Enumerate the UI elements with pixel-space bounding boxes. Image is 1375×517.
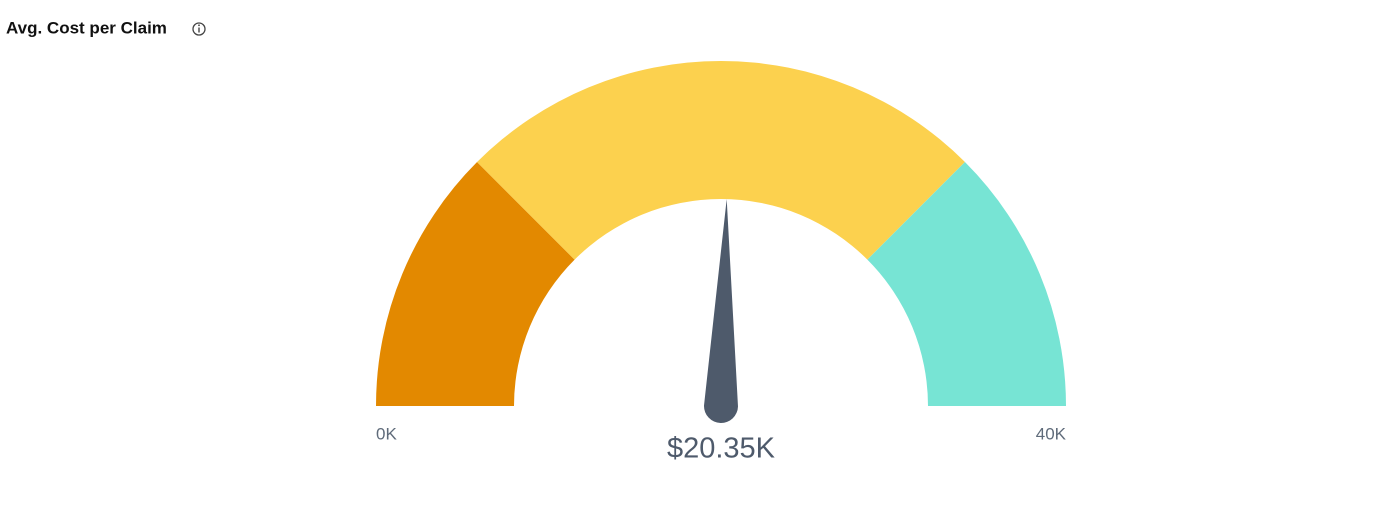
gauge-band xyxy=(376,162,575,406)
tick-label: 40K xyxy=(1036,424,1067,443)
tick-label: 0K xyxy=(376,424,397,443)
chart-title: Avg. Cost per Claim xyxy=(6,18,167,37)
info-icon-circle xyxy=(192,22,206,36)
needle xyxy=(704,199,738,423)
value-label: $20.35K xyxy=(667,433,776,465)
info-icon[interactable] xyxy=(192,22,206,36)
gauge-band xyxy=(867,162,1066,406)
gauge-band xyxy=(477,60,965,260)
info-icon-dot xyxy=(198,24,200,27)
